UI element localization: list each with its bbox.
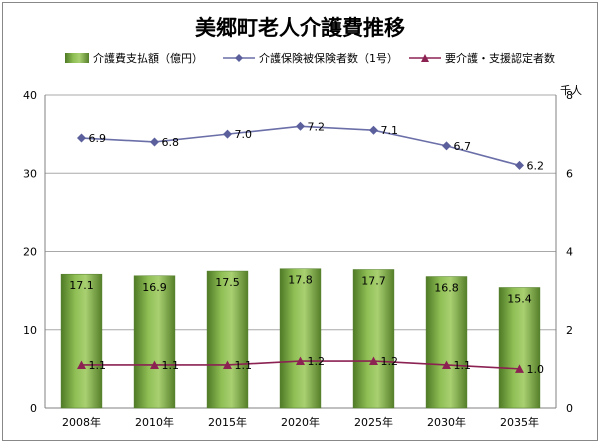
line-point bbox=[150, 360, 159, 369]
x-tick-label: 2010年 bbox=[135, 415, 174, 429]
bar-value-label: 15.4 bbox=[507, 292, 532, 305]
x-tick-label: 2030年 bbox=[427, 415, 466, 429]
x-tick-label: 2025年 bbox=[354, 415, 393, 429]
line-value-label: 1.1 bbox=[235, 359, 253, 372]
line-point bbox=[296, 356, 305, 366]
y-right-tick-label: 2 bbox=[566, 324, 573, 337]
line-point bbox=[369, 125, 378, 135]
line-point bbox=[223, 129, 232, 139]
line-point bbox=[150, 137, 159, 147]
line-value-label: 7.0 bbox=[235, 128, 253, 141]
y-right-tick-label: 8 bbox=[566, 89, 573, 102]
y-left-tick-label: 40 bbox=[23, 89, 37, 102]
bar bbox=[352, 269, 395, 409]
y-left-tick-label: 0 bbox=[30, 402, 37, 415]
legend-label-bar: 介護費支払額（億円） bbox=[93, 51, 203, 65]
legend-item-bar: 介護費支払額（億円） bbox=[65, 51, 203, 65]
y-right-tick-label: 0 bbox=[566, 402, 573, 415]
x-tick-label: 2035年 bbox=[500, 415, 539, 429]
line-point bbox=[515, 364, 524, 373]
bar bbox=[279, 268, 322, 409]
bar-value-label: 16.9 bbox=[142, 281, 167, 294]
bar-value-label: 17.8 bbox=[288, 274, 313, 287]
line-value-label: 1.2 bbox=[308, 355, 326, 368]
bar bbox=[498, 287, 541, 409]
bar bbox=[60, 273, 103, 409]
bar-value-label: 17.5 bbox=[215, 276, 240, 289]
legend-label-line-2: 要介護・支援認定者数 bbox=[445, 51, 555, 65]
line-point bbox=[223, 360, 232, 369]
y-right-tick-label: 6 bbox=[566, 167, 573, 180]
bar-value-label: 16.8 bbox=[434, 282, 459, 295]
line-point bbox=[442, 360, 451, 369]
y-left-tick-label: 30 bbox=[23, 167, 37, 180]
legend: 介護費支払額（億円） 介護保険被保険者数（1号） 要介護・支援認定者数 bbox=[65, 51, 555, 65]
line-point bbox=[77, 133, 86, 143]
right-axis-unit: 千人 bbox=[560, 84, 582, 97]
bar bbox=[206, 270, 249, 409]
line-value-label: 7.1 bbox=[381, 124, 399, 137]
plot-area: 0 10 20 30 40 0 2 4 6 8 17.1 16.9 17.5 17.8 17.7 16.8 15… bbox=[23, 89, 573, 429]
bar-value-label: 17.7 bbox=[361, 274, 386, 287]
legend-label-line-1: 介護保険被保険者数（1号） bbox=[259, 51, 398, 65]
line-point bbox=[77, 360, 86, 369]
line-value-label: 1.1 bbox=[162, 359, 180, 372]
line-value-label: 7.2 bbox=[308, 120, 326, 133]
y-left-tick-label: 20 bbox=[23, 246, 37, 259]
chart-title: 美郷町老人介護費推移 bbox=[195, 16, 405, 40]
line-value-label: 1.1 bbox=[89, 359, 107, 372]
line-value-label: 6.7 bbox=[454, 140, 472, 153]
x-tick-label: 2008年 bbox=[62, 415, 101, 429]
chart: 美郷町老人介護費推移 介護費支払額（億円） 介護保険被保険者数（1号） 要介護・… bbox=[23, 16, 582, 429]
line-point bbox=[369, 356, 378, 366]
line-value-label: 6.8 bbox=[162, 136, 180, 149]
x-tick-label: 2020年 bbox=[281, 415, 320, 429]
y-right-tick-label: 4 bbox=[566, 246, 573, 259]
bar-value-label: 17.1 bbox=[69, 279, 94, 292]
line-value-label: 6.2 bbox=[527, 159, 545, 172]
bar bbox=[425, 276, 468, 409]
line-value-label: 1.2 bbox=[381, 355, 399, 368]
x-tick-label: 2015年 bbox=[208, 415, 247, 429]
line-point bbox=[296, 121, 305, 131]
bar bbox=[133, 275, 176, 409]
line-point bbox=[442, 141, 451, 151]
legend-item-line-1: 介護保険被保険者数（1号） bbox=[223, 51, 398, 65]
line-value-label: 6.9 bbox=[89, 132, 107, 145]
line-value-label: 1.1 bbox=[454, 359, 472, 372]
y-left-tick-label: 10 bbox=[23, 324, 37, 337]
legend-item-line-2: 要介護・支援認定者数 bbox=[409, 51, 555, 65]
line-point bbox=[515, 160, 524, 170]
line-value-label: 1.0 bbox=[527, 363, 545, 376]
